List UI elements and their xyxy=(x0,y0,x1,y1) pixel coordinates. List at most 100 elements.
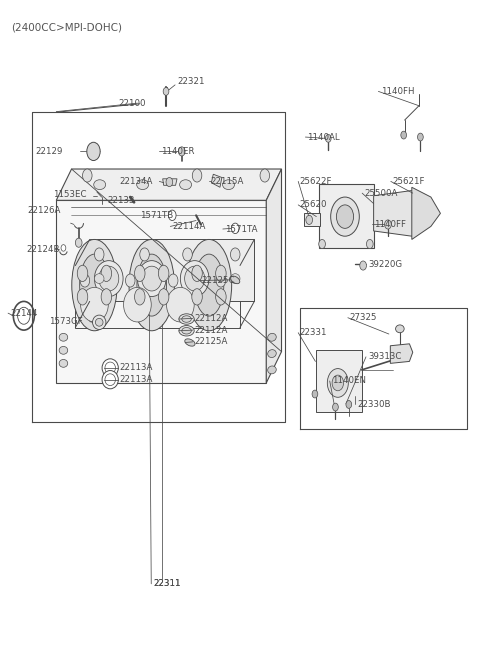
Circle shape xyxy=(163,88,169,96)
Circle shape xyxy=(231,223,239,234)
Circle shape xyxy=(75,238,82,248)
Circle shape xyxy=(125,274,135,287)
Text: 25622F: 25622F xyxy=(300,177,332,186)
Text: 22125A: 22125A xyxy=(195,337,228,346)
Ellipse shape xyxy=(268,350,276,358)
Ellipse shape xyxy=(102,371,118,389)
Circle shape xyxy=(183,248,192,261)
Text: 22133: 22133 xyxy=(108,196,135,205)
Text: 1573GF: 1573GF xyxy=(49,317,83,326)
Text: 22129: 22129 xyxy=(36,147,63,156)
Text: 1140FF: 1140FF xyxy=(373,220,406,229)
Ellipse shape xyxy=(158,289,169,305)
Ellipse shape xyxy=(105,362,116,374)
Text: 1153EC: 1153EC xyxy=(53,190,86,199)
Text: 25620: 25620 xyxy=(300,200,327,210)
Circle shape xyxy=(87,142,100,160)
Ellipse shape xyxy=(94,179,106,189)
Ellipse shape xyxy=(81,288,108,322)
Circle shape xyxy=(83,169,92,182)
Polygon shape xyxy=(412,187,441,240)
Polygon shape xyxy=(319,184,373,248)
Text: 22331: 22331 xyxy=(300,328,327,337)
Text: 22113A: 22113A xyxy=(120,375,153,384)
Text: 1140ER: 1140ER xyxy=(161,147,195,156)
Circle shape xyxy=(360,261,366,270)
Ellipse shape xyxy=(182,328,192,334)
Text: 22124B: 22124B xyxy=(26,245,60,253)
Text: 25500A: 25500A xyxy=(364,189,397,198)
Polygon shape xyxy=(373,191,417,236)
Circle shape xyxy=(325,134,331,142)
Ellipse shape xyxy=(185,339,195,346)
Ellipse shape xyxy=(101,289,112,305)
Text: 22114A: 22114A xyxy=(172,222,205,231)
Circle shape xyxy=(179,147,185,156)
Ellipse shape xyxy=(123,288,151,322)
Circle shape xyxy=(168,274,178,287)
Text: 1140EN: 1140EN xyxy=(332,377,366,386)
Text: 1140AL: 1140AL xyxy=(307,132,339,141)
Ellipse shape xyxy=(185,266,204,291)
Ellipse shape xyxy=(192,265,202,282)
Ellipse shape xyxy=(77,265,88,282)
Circle shape xyxy=(327,369,348,398)
Circle shape xyxy=(312,390,318,398)
Text: 22100: 22100 xyxy=(118,99,146,107)
Ellipse shape xyxy=(142,266,162,291)
Ellipse shape xyxy=(59,360,68,367)
Polygon shape xyxy=(56,169,281,200)
Ellipse shape xyxy=(72,240,117,331)
Ellipse shape xyxy=(268,366,276,374)
Text: 22112A: 22112A xyxy=(195,326,228,335)
Text: 1571TB: 1571TB xyxy=(140,211,173,220)
Ellipse shape xyxy=(93,315,106,329)
Text: 22134A: 22134A xyxy=(120,177,153,186)
Text: 22311: 22311 xyxy=(153,579,180,588)
Text: 27325: 27325 xyxy=(350,313,377,322)
Ellipse shape xyxy=(216,265,226,282)
Ellipse shape xyxy=(216,289,226,305)
Text: 22125C: 22125C xyxy=(201,276,234,285)
Text: 22115A: 22115A xyxy=(210,177,244,186)
Text: 25621F: 25621F xyxy=(393,177,425,186)
Ellipse shape xyxy=(101,265,112,282)
Ellipse shape xyxy=(59,333,68,341)
Circle shape xyxy=(306,215,312,225)
Polygon shape xyxy=(211,174,222,187)
Circle shape xyxy=(418,133,423,141)
Text: 1571TA: 1571TA xyxy=(225,225,257,234)
Ellipse shape xyxy=(158,265,169,282)
Text: 22112A: 22112A xyxy=(195,314,228,323)
Circle shape xyxy=(319,240,325,249)
Ellipse shape xyxy=(137,261,166,297)
Ellipse shape xyxy=(186,240,232,331)
Text: (2400CC>MPI-DOHC): (2400CC>MPI-DOHC) xyxy=(11,22,122,32)
Ellipse shape xyxy=(268,333,276,341)
Circle shape xyxy=(18,307,30,324)
Ellipse shape xyxy=(80,254,109,316)
Ellipse shape xyxy=(192,289,202,305)
Ellipse shape xyxy=(137,179,149,189)
Ellipse shape xyxy=(167,288,194,322)
Circle shape xyxy=(260,169,270,182)
Polygon shape xyxy=(266,169,281,383)
Ellipse shape xyxy=(194,254,224,316)
Polygon shape xyxy=(390,344,413,364)
Polygon shape xyxy=(316,350,362,412)
Ellipse shape xyxy=(180,261,209,297)
Circle shape xyxy=(332,375,344,391)
Ellipse shape xyxy=(137,254,167,316)
Text: 39313C: 39313C xyxy=(368,352,401,362)
Ellipse shape xyxy=(134,289,145,305)
Circle shape xyxy=(346,401,352,408)
Ellipse shape xyxy=(77,289,88,305)
Text: 22126A: 22126A xyxy=(28,206,61,215)
Ellipse shape xyxy=(179,326,194,336)
Text: 39220G: 39220G xyxy=(368,260,402,269)
Text: 22113A: 22113A xyxy=(120,364,153,373)
Circle shape xyxy=(230,248,240,261)
Circle shape xyxy=(331,197,360,236)
Text: 22330B: 22330B xyxy=(357,400,390,409)
Polygon shape xyxy=(304,214,320,227)
